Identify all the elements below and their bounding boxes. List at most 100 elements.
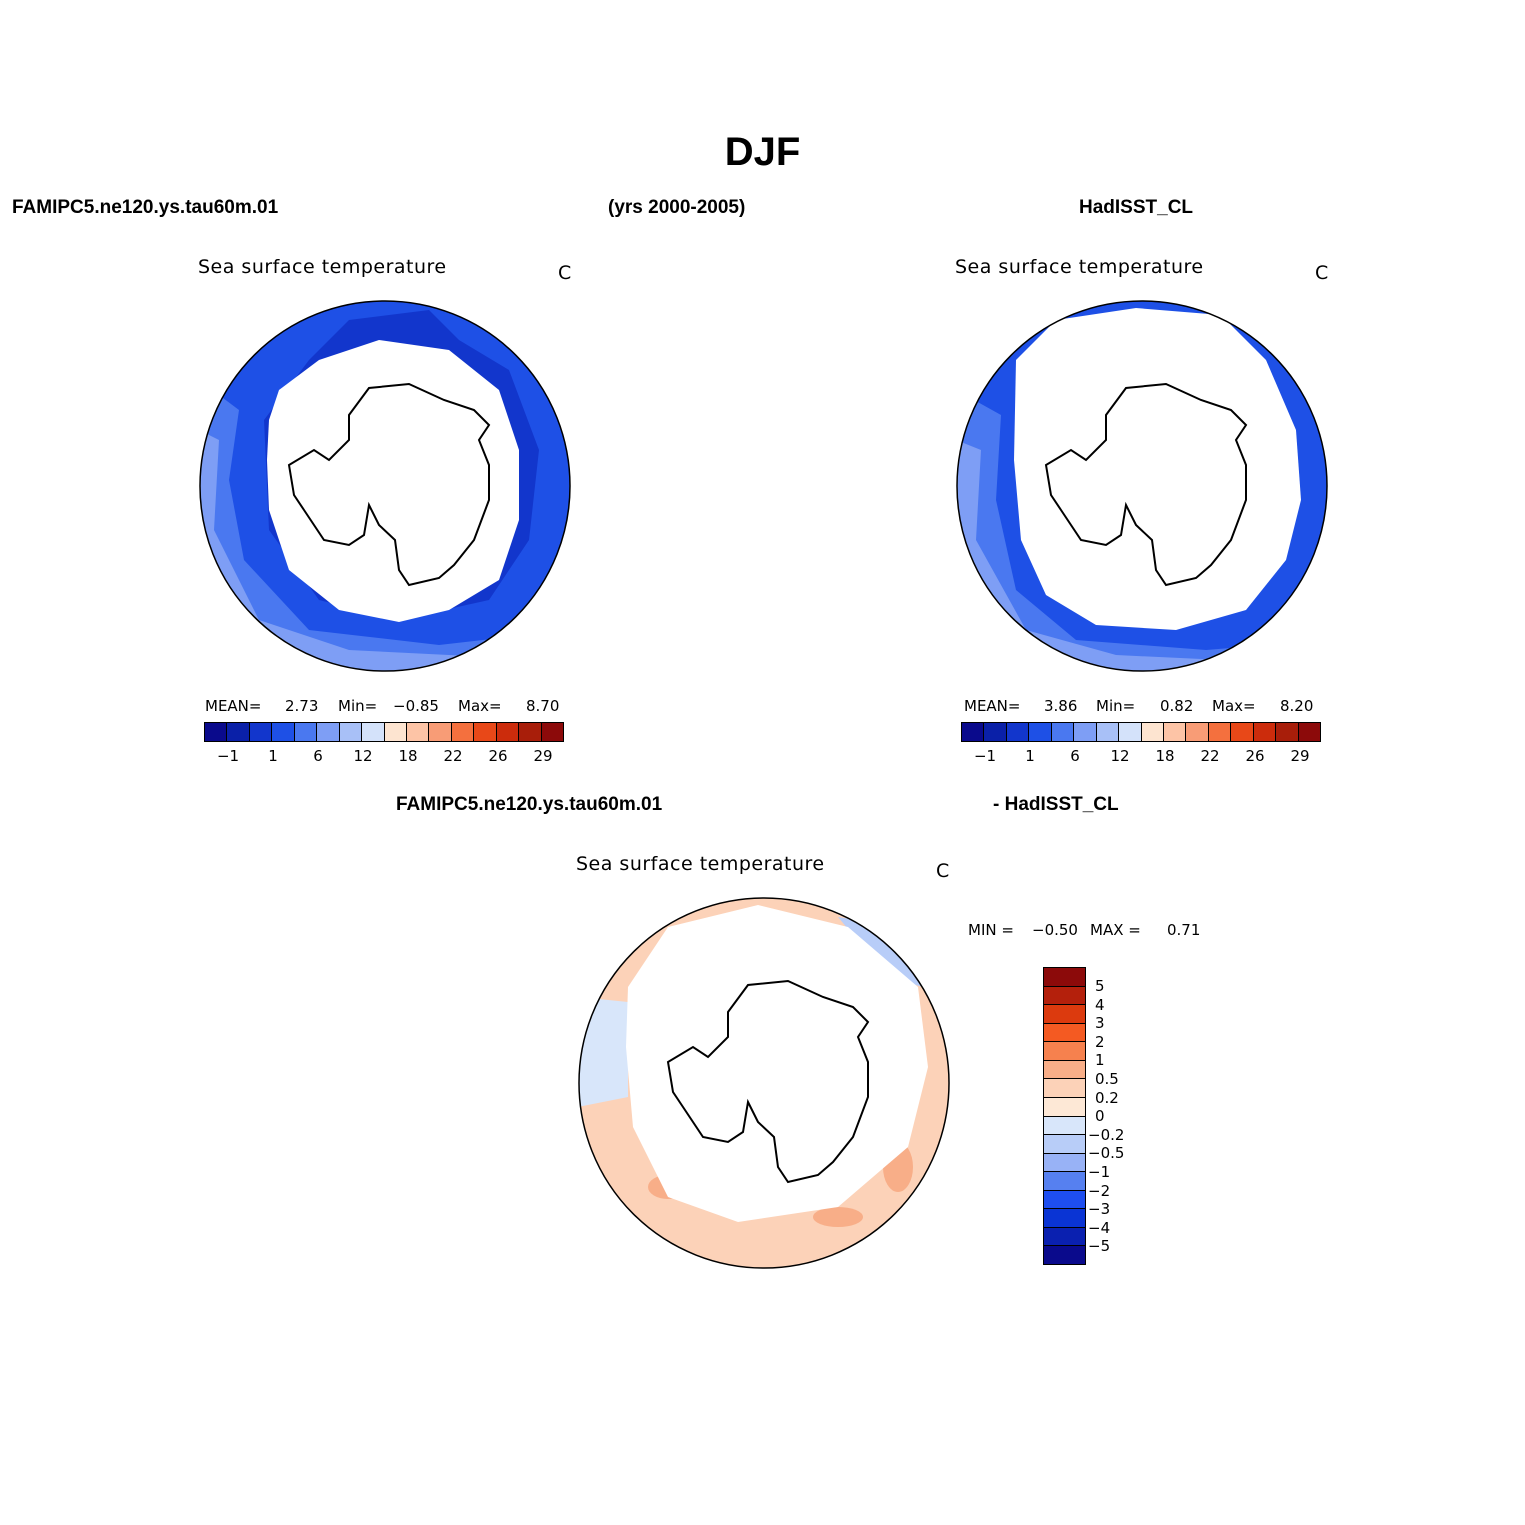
colorbar-swatch xyxy=(1119,723,1142,741)
positive-patch xyxy=(813,1207,863,1227)
colorbar-tick-label: 1 xyxy=(268,747,278,765)
colorbar-tick-label: −4 xyxy=(1088,1218,1111,1237)
colorbar-swatch xyxy=(1096,723,1120,741)
colorbar-swatch xyxy=(1298,723,1320,741)
panel2-units: C xyxy=(1315,262,1329,284)
panel2-max-value: 8.20 xyxy=(1280,697,1314,715)
colorbar-swatch xyxy=(1074,723,1097,741)
colorbar-tick-label: 18 xyxy=(398,747,418,765)
colorbar-tick-label: 0 xyxy=(1095,1107,1105,1126)
colorbar-swatch xyxy=(1044,1246,1085,1264)
colorbar-swatch xyxy=(451,723,475,741)
colorbar-swatch xyxy=(205,723,228,741)
map-frame xyxy=(199,300,571,672)
panel1-mean-value: 2.73 xyxy=(285,697,319,715)
colorbar-swatch xyxy=(249,723,273,741)
colorbar-swatch xyxy=(1044,1209,1085,1228)
colorbar-tick-label: 3 xyxy=(1095,1014,1105,1033)
panel3-units: C xyxy=(936,860,950,882)
colorbar-swatch xyxy=(1044,1005,1085,1024)
colorbar-swatch xyxy=(272,723,295,741)
panel2-title: Sea surface temperature xyxy=(955,256,1204,278)
colorbar-swatch xyxy=(1044,1116,1085,1136)
colorbar-swatch xyxy=(1029,723,1052,741)
panel3-min-value: −0.50 xyxy=(1032,921,1078,939)
colorbar-swatch xyxy=(1276,723,1299,741)
colorbar-swatch xyxy=(1044,1023,1085,1043)
colorbar-tick-label: 0.2 xyxy=(1095,1088,1119,1107)
colorbar-tick-label: −1 xyxy=(973,747,997,765)
panel3-map xyxy=(578,897,950,1269)
colorbar-swatch xyxy=(519,723,542,741)
colorbar-swatch xyxy=(1044,1135,1085,1154)
sea-ice-mask xyxy=(267,340,519,622)
panel2-map xyxy=(956,300,1328,672)
header-obs-name: HadISST_CL xyxy=(1079,197,1194,218)
colorbar-tick-label: 12 xyxy=(353,747,373,765)
colorbar-swatch xyxy=(1141,723,1164,741)
colorbar-swatch xyxy=(1208,723,1232,741)
colorbar-tick-label: 1 xyxy=(1095,1051,1105,1070)
colorbar-tick-label: −2 xyxy=(1088,1181,1111,1200)
figure-title: DJF xyxy=(724,130,801,174)
panel1-min-value: −0.85 xyxy=(393,697,439,715)
panel3-title: Sea surface temperature xyxy=(576,853,825,875)
panel3-min-label: MIN = xyxy=(968,921,1014,939)
colorbar-swatch xyxy=(1253,723,1277,741)
colorbar-swatch xyxy=(1231,723,1254,741)
colorbar-tick-label: 6 xyxy=(313,747,323,765)
panel2-max-label: Max= xyxy=(1212,697,1256,715)
panel1-units: C xyxy=(558,262,572,284)
colorbar-swatch xyxy=(962,723,985,741)
colorbar-tick-label: 22 xyxy=(1200,747,1220,765)
colorbar-swatch xyxy=(1051,723,1075,741)
colorbar-swatch xyxy=(1163,723,1187,741)
colorbar-tick-label: 12 xyxy=(1110,747,1130,765)
colorbar-swatch xyxy=(1044,1042,1085,1061)
colorbar-swatch xyxy=(384,723,407,741)
panel1-max-label: Max= xyxy=(458,697,502,715)
antarctica-coastline xyxy=(287,382,491,587)
colorbar-swatch xyxy=(294,723,318,741)
sea-ice-mask xyxy=(626,905,928,1222)
colorbar-swatch xyxy=(406,723,430,741)
colorbar-tick-label: 22 xyxy=(443,747,463,765)
colorbar-swatch xyxy=(496,723,520,741)
colorbar-tick-label: 4 xyxy=(1095,995,1105,1014)
panel1-map xyxy=(199,300,571,672)
panel3-colorbar xyxy=(1043,967,1086,1265)
colorbar-swatch xyxy=(429,723,452,741)
map-frame xyxy=(956,300,1328,672)
colorbar-swatch xyxy=(1006,723,1030,741)
colorbar-swatch xyxy=(1044,1190,1085,1210)
colorbar-swatch xyxy=(339,723,363,741)
colorbar-swatch xyxy=(227,723,250,741)
panel2-min-value: 0.82 xyxy=(1160,697,1194,715)
colorbar-tick-label: 29 xyxy=(1290,747,1310,765)
colorbar-swatch xyxy=(1044,1060,1085,1080)
colorbar-tick-label: 29 xyxy=(533,747,553,765)
panel1-min-label: Min= xyxy=(338,697,378,715)
panel2-mean-label: MEAN= xyxy=(964,697,1021,715)
antarctica-coastline xyxy=(666,979,870,1184)
colorbar-swatch xyxy=(1044,968,1085,987)
colorbar-tick-label: 26 xyxy=(1245,747,1265,765)
colorbar-swatch xyxy=(984,723,1007,741)
colorbar-swatch xyxy=(541,723,563,741)
diff-header-obs: - HadISST_CL xyxy=(993,794,1119,815)
map-frame xyxy=(578,897,950,1269)
colorbar-swatch xyxy=(1044,1227,1085,1247)
colorbar-tick-label: 18 xyxy=(1155,747,1175,765)
colorbar-swatch xyxy=(317,723,340,741)
colorbar-tick-label: 1 xyxy=(1025,747,1035,765)
panel1-colorbar xyxy=(204,722,564,742)
colorbar-swatch xyxy=(1044,1153,1085,1173)
colorbar-tick-label: −1 xyxy=(216,747,240,765)
colorbar-swatch xyxy=(1044,1097,1085,1117)
panel1-mean-label: MEAN= xyxy=(205,697,262,715)
colorbar-tick-label: 5 xyxy=(1095,977,1105,995)
panel1-title: Sea surface temperature xyxy=(198,256,447,278)
panel3-max-value: 0.71 xyxy=(1167,921,1201,939)
header-model-name: FAMIPC5.ne120.ys.tau60m.01 xyxy=(12,197,279,218)
colorbar-tick-label: −0.2 xyxy=(1088,1125,1125,1144)
